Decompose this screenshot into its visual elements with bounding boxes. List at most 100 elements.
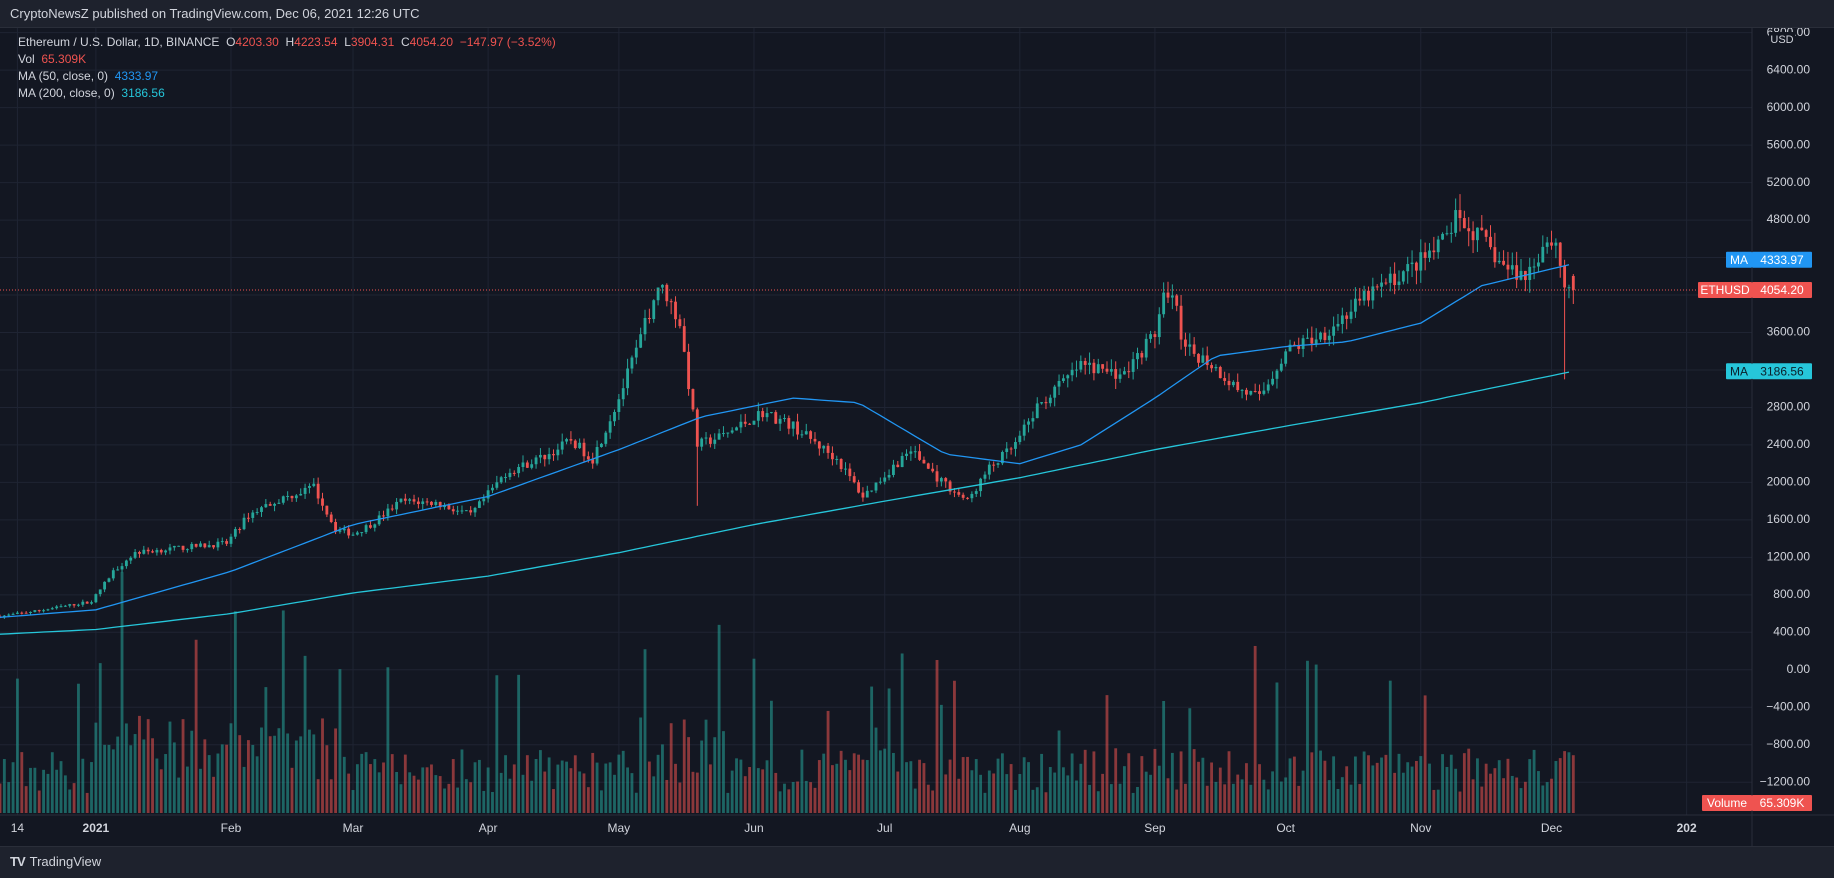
candle-body — [355, 532, 359, 535]
candle-body — [1497, 260, 1501, 263]
candle-body — [595, 447, 599, 464]
candle-body — [831, 452, 834, 460]
candle-body — [373, 524, 377, 528]
candle-body — [185, 549, 189, 551]
volume-bar — [1515, 777, 1519, 813]
volume-bar — [909, 761, 913, 813]
volume-bar — [1502, 778, 1505, 813]
volume-bar — [77, 683, 80, 813]
y-tick-label: 800.00 — [1773, 587, 1810, 601]
volume-bar — [229, 723, 233, 813]
volume-bar — [281, 610, 285, 813]
candle-body — [769, 412, 773, 414]
volume-bar — [613, 774, 616, 813]
candle-body — [844, 468, 847, 470]
candle-body — [1105, 368, 1109, 372]
volume-bar — [268, 736, 272, 813]
volume-bar — [900, 653, 904, 813]
volume-bar — [1519, 788, 1523, 813]
volume-bar — [987, 770, 991, 813]
volume-bar — [1323, 760, 1327, 813]
candle-body — [665, 284, 669, 302]
volume-bar — [883, 748, 887, 813]
volume-bar — [85, 792, 89, 813]
volume-bar — [194, 639, 198, 813]
volume-bar — [1231, 783, 1235, 813]
volume-bar — [1118, 783, 1122, 813]
candle-body — [299, 493, 303, 496]
volume-bar — [7, 782, 11, 813]
volume-bar — [1406, 762, 1410, 813]
candle-body — [1144, 338, 1148, 358]
volume-bar — [334, 728, 337, 813]
volume-bar — [1314, 664, 1318, 813]
candle-body — [1266, 384, 1270, 391]
volume-bar — [120, 572, 124, 813]
volume-bar — [338, 669, 342, 813]
volume-bar — [752, 658, 756, 813]
volume-bar — [678, 782, 682, 813]
candle-body — [1484, 230, 1488, 237]
price-chart[interactable]: 6800.006400.006000.005600.005200.004800.… — [0, 28, 1834, 846]
volume-bar — [1367, 755, 1370, 813]
volume-bar — [1101, 773, 1105, 813]
candle-body — [1541, 246, 1545, 263]
candle-body — [835, 458, 839, 460]
tradingview-brand[interactable]: TV TradingView — [10, 854, 101, 869]
y-tick-label: 2000.00 — [1767, 475, 1811, 489]
volume-bar — [761, 769, 765, 813]
candle-body — [582, 442, 586, 457]
x-tick-label: 2021 — [83, 821, 110, 835]
volume-bar — [312, 734, 316, 813]
candle-body — [896, 464, 900, 468]
candle-body — [1188, 344, 1192, 347]
volume-bar — [870, 686, 874, 813]
volume-bar — [430, 764, 433, 813]
volume-bar — [1275, 682, 1279, 813]
candle-body — [1245, 389, 1248, 395]
volume-bar — [608, 762, 612, 813]
candle-body — [460, 510, 464, 512]
volume-bar — [1005, 774, 1009, 813]
volume-bar — [1462, 753, 1466, 813]
volume-bar — [416, 779, 420, 813]
volume-bar — [351, 790, 355, 813]
volume-bar — [874, 727, 878, 813]
candle-body — [482, 498, 486, 502]
volume-bar — [199, 768, 202, 813]
candle-body — [1149, 334, 1152, 339]
volume-bar — [20, 752, 24, 813]
candle-body — [138, 552, 141, 554]
volume-bar — [438, 776, 442, 813]
candle-body — [1419, 252, 1423, 271]
candle-body — [421, 501, 425, 505]
candle-body — [953, 491, 956, 493]
candle-body — [120, 566, 124, 570]
y-tick-label: 6000.00 — [1767, 100, 1811, 114]
volume-bar — [1249, 784, 1253, 813]
candle-body — [1131, 359, 1135, 372]
volume-bar — [835, 763, 839, 813]
candle-body — [918, 451, 921, 460]
candle-body — [408, 499, 412, 501]
volume-bar — [50, 752, 54, 813]
volume-bar — [918, 759, 921, 813]
volume-bar — [512, 764, 516, 813]
volume-bar — [159, 769, 163, 813]
volume-bar — [652, 776, 656, 813]
volume-bar — [586, 787, 590, 813]
volume-bar — [1393, 772, 1397, 813]
volume-bar — [1345, 766, 1349, 813]
x-tick-label: May — [608, 821, 631, 835]
volume-bar — [146, 719, 150, 813]
candle-body — [682, 326, 686, 352]
volume-bar — [286, 733, 290, 813]
volume-badge-label-bg — [1702, 795, 1752, 811]
candle-body — [321, 498, 324, 506]
candle-body — [591, 459, 595, 464]
volume-bar — [373, 759, 377, 813]
candle-body — [1545, 242, 1549, 247]
candle-body — [556, 449, 560, 456]
candle-body — [543, 454, 547, 460]
volume-bar — [1227, 751, 1231, 813]
